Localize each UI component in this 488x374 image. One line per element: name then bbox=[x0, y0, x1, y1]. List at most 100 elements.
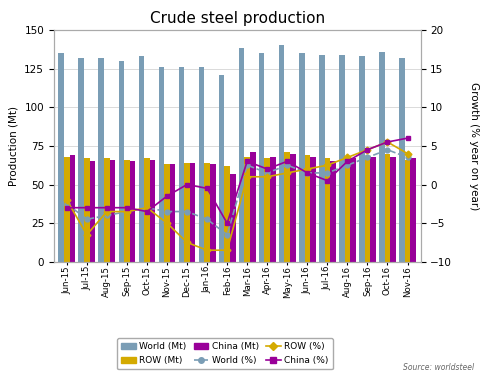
Bar bbox=[218, 75, 224, 262]
Bar bbox=[329, 161, 335, 262]
China (%) bbox=[344, 159, 349, 163]
China (%) bbox=[364, 147, 369, 152]
World (%) bbox=[304, 171, 309, 175]
World (%) bbox=[64, 202, 70, 206]
World (%) bbox=[384, 147, 389, 152]
Bar bbox=[104, 158, 109, 262]
World (%) bbox=[204, 217, 210, 221]
Bar bbox=[358, 56, 364, 262]
Bar bbox=[198, 67, 204, 262]
Bar bbox=[118, 61, 124, 262]
Bar bbox=[349, 158, 355, 262]
Bar bbox=[318, 55, 324, 262]
ROW (%) bbox=[304, 167, 309, 171]
Bar bbox=[178, 67, 184, 262]
Bar bbox=[258, 53, 264, 262]
Bar bbox=[278, 45, 284, 262]
China (%) bbox=[124, 205, 130, 210]
Bar bbox=[398, 58, 404, 262]
ROW (%) bbox=[224, 248, 230, 252]
Bar bbox=[249, 152, 255, 262]
ROW (%) bbox=[144, 205, 150, 210]
World (%) bbox=[284, 163, 289, 168]
Bar bbox=[304, 155, 309, 262]
Bar bbox=[169, 165, 175, 262]
ROW (%) bbox=[164, 221, 170, 226]
Bar bbox=[164, 165, 169, 262]
World (%) bbox=[104, 213, 110, 218]
Bar bbox=[184, 163, 189, 262]
World (%) bbox=[344, 163, 349, 168]
ROW (%) bbox=[124, 209, 130, 214]
ROW (%) bbox=[84, 233, 90, 237]
Bar bbox=[144, 158, 149, 262]
Bar bbox=[309, 157, 315, 262]
Bar bbox=[409, 158, 415, 262]
World (%) bbox=[84, 217, 90, 221]
ROW (%) bbox=[184, 240, 190, 245]
Bar bbox=[78, 58, 84, 262]
Bar bbox=[378, 52, 384, 262]
China (%) bbox=[304, 171, 309, 175]
World (%) bbox=[364, 155, 369, 160]
ROW (%) bbox=[204, 248, 210, 252]
World (%) bbox=[244, 163, 249, 168]
Bar bbox=[69, 155, 75, 262]
China (%) bbox=[404, 136, 409, 140]
World (%) bbox=[404, 155, 409, 160]
China (%) bbox=[244, 159, 249, 163]
Bar bbox=[64, 157, 69, 262]
World (%) bbox=[184, 209, 190, 214]
Bar bbox=[284, 152, 289, 262]
China (%) bbox=[84, 205, 90, 210]
Bar bbox=[384, 154, 389, 262]
China (%) bbox=[384, 140, 389, 144]
Bar bbox=[404, 160, 409, 262]
Line: World (%): World (%) bbox=[64, 147, 409, 237]
Bar bbox=[369, 157, 375, 262]
ROW (%) bbox=[264, 175, 269, 179]
Bar bbox=[344, 158, 349, 262]
World (%) bbox=[264, 171, 269, 175]
Bar bbox=[244, 157, 249, 262]
Bar bbox=[269, 157, 275, 262]
Bar bbox=[264, 158, 269, 262]
Bar bbox=[98, 58, 104, 262]
Bar bbox=[389, 157, 395, 262]
Y-axis label: Production (Mt): Production (Mt) bbox=[9, 106, 19, 186]
Legend: World (Mt), ROW (Mt), China (Mt), World (%), ROW (%), China (%): World (Mt), ROW (Mt), China (Mt), World … bbox=[117, 338, 332, 370]
Line: ROW (%): ROW (%) bbox=[64, 140, 409, 252]
Bar bbox=[364, 158, 369, 262]
World (%) bbox=[164, 209, 170, 214]
ROW (%) bbox=[244, 175, 249, 179]
ROW (%) bbox=[324, 163, 329, 168]
China (%) bbox=[204, 186, 210, 191]
Line: China (%): China (%) bbox=[64, 136, 409, 226]
ROW (%) bbox=[344, 155, 349, 160]
Bar bbox=[124, 160, 129, 262]
Bar bbox=[129, 161, 135, 262]
ROW (%) bbox=[64, 198, 70, 202]
Bar bbox=[289, 154, 295, 262]
ROW (%) bbox=[404, 151, 409, 156]
ROW (%) bbox=[384, 140, 389, 144]
China (%) bbox=[284, 159, 289, 163]
Bar bbox=[298, 53, 304, 262]
China (%) bbox=[184, 182, 190, 187]
Bar bbox=[84, 158, 89, 262]
Bar bbox=[204, 163, 209, 262]
Bar bbox=[324, 158, 329, 262]
China (%) bbox=[324, 178, 329, 183]
World (%) bbox=[124, 209, 130, 214]
China (%) bbox=[264, 167, 269, 171]
Bar bbox=[138, 56, 144, 262]
Bar bbox=[209, 165, 215, 262]
World (%) bbox=[324, 171, 329, 175]
Bar bbox=[158, 67, 164, 262]
ROW (%) bbox=[284, 171, 289, 175]
Bar bbox=[109, 160, 115, 262]
ROW (%) bbox=[364, 147, 369, 152]
China (%) bbox=[64, 205, 70, 210]
China (%) bbox=[164, 194, 170, 198]
World (%) bbox=[144, 205, 150, 210]
